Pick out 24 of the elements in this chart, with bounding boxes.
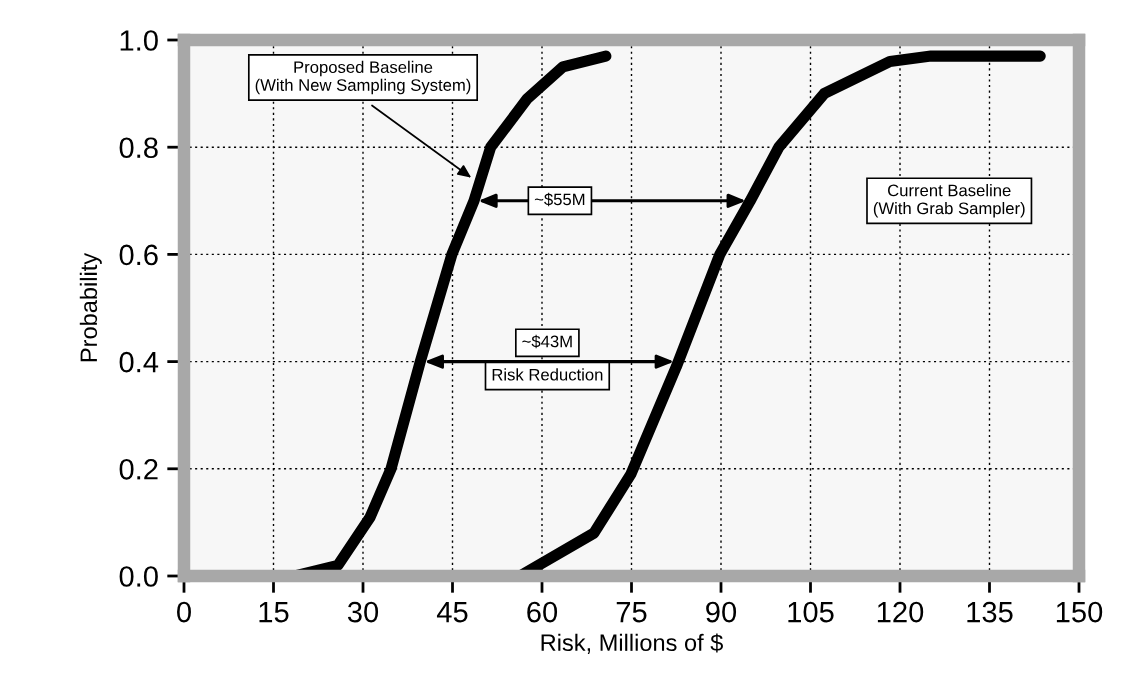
annotation: ~$55M [534,192,585,207]
x-axis-title: Risk, Millions of $ [541,633,723,654]
x-tick-label: 105 [788,601,834,623]
annotation: ~$43M [522,334,572,349]
x-tick-label: 120 [877,601,924,623]
x-tick-label: 90 [706,601,737,623]
x-tick-label: 0 [177,601,191,623]
x-tick-label: 135 [967,601,1013,623]
y-tick-label: 0.0 [119,566,158,587]
x-tick-label: 75 [616,602,647,623]
x-tick-label: 15 [259,602,289,623]
y-tick-label: 0.6 [119,244,158,266]
x-tick-label: 30 [347,601,379,623]
y-axis-title: Probability [79,252,102,362]
annotation: Risk Reduction [492,368,603,381]
x-tick-label: 60 [527,601,558,623]
y-tick-label: 0.4 [119,351,159,373]
y-tick-label: 0.8 [119,137,158,159]
y-tick-label: 0.2 [119,459,158,480]
x-tick-label: 150 [1056,601,1103,623]
x-tick-label: 45 [436,602,468,623]
annotation: Current Baseline (With Grab Sampler) [873,184,1025,218]
annotation: Proposed Baseline (With New Sampling System) [255,60,471,95]
y-tick-label: 1.0 [120,30,158,51]
